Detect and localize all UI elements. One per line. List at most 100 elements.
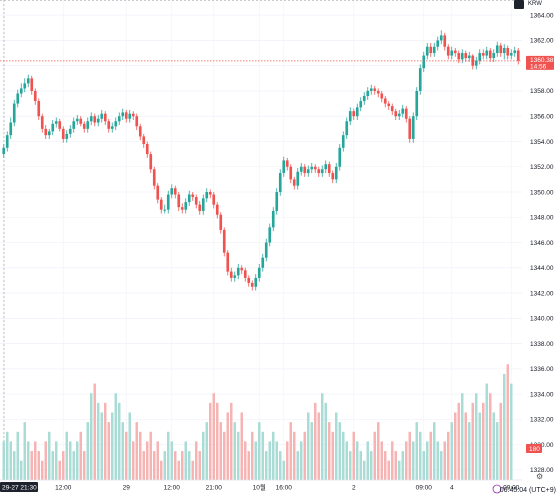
price-tick-label: 1358.00: [530, 88, 554, 95]
candle-body-101: [355, 107, 359, 117]
volume-bar-101: [356, 441, 359, 480]
volume-bar-99: [349, 451, 352, 480]
volume-bar-31: [111, 412, 114, 480]
currency-icon[interactable]: [514, 0, 524, 9]
volume-bar-46: [163, 451, 166, 480]
candle-body-80: [282, 160, 286, 174]
candle-body-57: [201, 198, 205, 211]
candle-body-102: [359, 101, 363, 108]
price-tick-label: 1328.00: [530, 467, 554, 474]
volume-bar-116: [408, 431, 411, 480]
event-marker-icon[interactable]: [492, 484, 502, 494]
candle-body-125: [439, 35, 443, 41]
candle-body-142: [499, 45, 503, 54]
volume-bar-62: [219, 422, 222, 480]
candle-body-85: [299, 166, 303, 172]
time-axis[interactable]: 29-27 21:30 12:00 29 12:00 21:00 10월 16:00 2 09:…: [0, 479, 522, 494]
volume-bars: [2, 364, 513, 480]
candle-body-137: [481, 53, 485, 56]
candle-body-81: [285, 160, 289, 167]
candle-body-140: [492, 53, 496, 59]
candle-body-118: [415, 90, 419, 117]
candle-body-36: [128, 113, 132, 119]
candle-body-30: [107, 121, 111, 129]
volume-bar-111: [391, 441, 394, 480]
candle-body-141: [495, 45, 499, 54]
volume-bar-15: [55, 441, 58, 480]
volume-bar-87: [307, 412, 310, 480]
volume-bar-140: [492, 412, 495, 480]
candle-body-113: [397, 113, 401, 117]
candle-body-18: [65, 133, 69, 139]
candle-body-129: [453, 50, 457, 54]
volume-bar-68: [240, 412, 243, 480]
price-tick-label: 1352.00: [530, 164, 554, 171]
volume-bar-130: [457, 402, 460, 480]
price-tick-label: 1344.00: [530, 265, 554, 272]
volume-badge: [526, 444, 542, 453]
time-tick-label: 12:00: [55, 485, 72, 492]
candle-body-89: [313, 166, 317, 170]
candle-body-110: [387, 103, 391, 107]
volume-bar-4: [16, 431, 19, 480]
candle-body-70: [247, 277, 251, 283]
volume-bar-92: [324, 402, 327, 480]
time-tick-label: 09:00: [503, 485, 520, 492]
candle-body-21: [75, 118, 79, 122]
volume-bar-53: [188, 451, 191, 480]
candle-body-72: [254, 277, 258, 287]
volume-bar-127: [447, 431, 450, 480]
volume-bar-132: [464, 412, 467, 480]
volume-bar-6: [23, 422, 26, 480]
candle-body-8: [30, 78, 34, 91]
candle-body-12: [44, 128, 48, 136]
volume-bar-142: [499, 402, 502, 480]
volume-bar-103: [363, 460, 366, 480]
volume-bar-124: [436, 441, 439, 480]
candle-body-22: [79, 118, 83, 124]
candle-body-68: [240, 267, 244, 271]
volume-bar-78: [275, 441, 278, 480]
time-tick-label: 21:00: [206, 485, 223, 492]
price-tick-label: 1336.00: [530, 366, 554, 373]
candle-body-83: [292, 179, 296, 186]
volume-bar-70: [247, 451, 250, 480]
time-tick-label: 2: [352, 485, 356, 492]
volume-bar-38: [135, 422, 138, 480]
volume-bar-48: [170, 441, 173, 480]
time-tick-label: 16:00: [276, 485, 293, 492]
candle-body-123: [432, 46, 436, 54]
candle-body-120: [422, 55, 426, 69]
candle-body-47: [166, 194, 170, 210]
price-axis[interactable]: 1328.001330.001332.001334.001336.001338.…: [522, 0, 560, 480]
volume-bar-20: [72, 451, 75, 480]
candle-body-139: [488, 50, 492, 59]
timezone-gear-icon[interactable]: ⚙: [536, 472, 544, 481]
price-tick-label: 1362.00: [530, 38, 554, 45]
candle-body-94: [331, 173, 335, 180]
candle-body-79: [278, 173, 282, 192]
clock-timezone[interactable]: 06:45:04 (UTC+9): [499, 487, 556, 494]
volume-bar-107: [377, 422, 380, 480]
candle-body-144: [506, 48, 510, 56]
candle-body-99: [348, 111, 352, 122]
candle-body-43: [152, 169, 156, 186]
candle-body-75: [264, 242, 268, 258]
volume-bar-145: [510, 383, 513, 480]
volume-bar-57: [202, 431, 205, 480]
candle-body-37: [131, 113, 135, 117]
volume-bar-50: [177, 460, 180, 480]
price-tick-label: 1338.00: [530, 341, 554, 348]
volume-bar-51: [181, 451, 184, 480]
volume-bar-125: [440, 451, 443, 480]
candle-body-44: [156, 185, 160, 200]
volume-bar-44: [156, 441, 159, 480]
volume-bar-122: [429, 431, 432, 480]
candle-body-50: [177, 194, 181, 208]
volume-bar-123: [433, 422, 436, 480]
candle-body-107: [376, 90, 380, 94]
volume-bar-82: [289, 422, 292, 480]
volume-bar-106: [373, 431, 376, 480]
candle-body-29: [103, 113, 107, 122]
